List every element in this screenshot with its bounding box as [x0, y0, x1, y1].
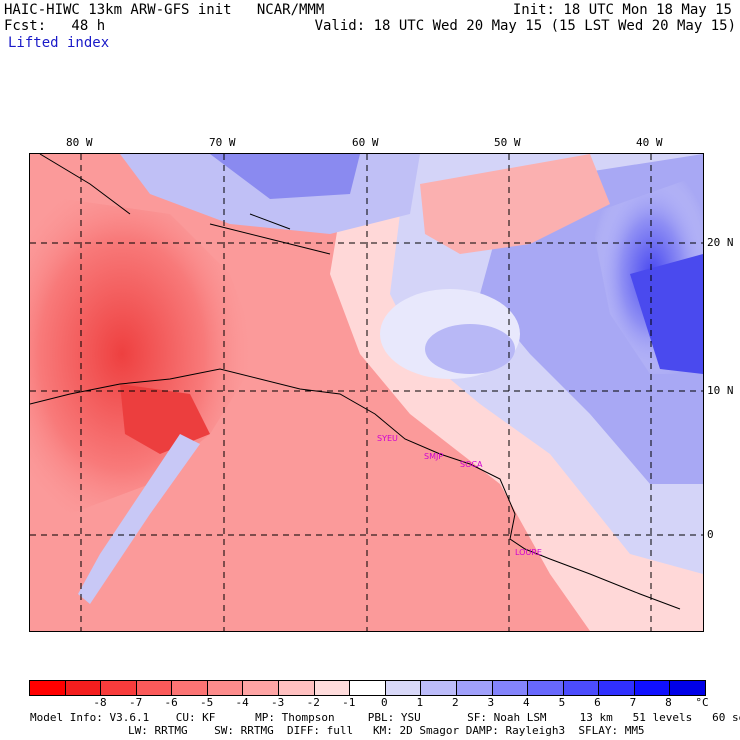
colorbar-cell [172, 681, 208, 695]
model-info-line1: Model Info: V3.6.1 CU: KF MP: Thompson P… [30, 711, 740, 724]
lon-label-40w: 40 W [636, 136, 663, 149]
station-soca: SOCA [460, 460, 483, 469]
northern-cool-core [210, 154, 360, 199]
colorbar-tick-label: 0 [380, 696, 388, 709]
init-time: Init: 18 UTC Mon 18 May 15 [512, 2, 732, 18]
lon-label-80w: 80 W [66, 136, 93, 149]
lon-label-70w: 70 W [209, 136, 236, 149]
colorbar-unit: °C [695, 696, 709, 709]
colorbar-tick-label: -7 [128, 696, 143, 709]
colorbar-tick-label: 8 [665, 696, 672, 709]
lat-label-10n: 10 N [707, 384, 734, 397]
colorbar-tick-label: 2 [452, 696, 459, 709]
station-loure: LOURE [515, 548, 542, 557]
andes-cool-valley [78, 434, 200, 604]
lat-label-20n: 20 N [707, 236, 734, 249]
northeast-warm-patch [420, 154, 610, 254]
colorbar-cell [350, 681, 386, 695]
colorbar-tick-label: 5 [558, 696, 566, 709]
colorbar-tick-label: 7 [629, 696, 637, 709]
model-info-line2: LW: RRTMG SW: RRTMG DIFF: full KM: 2D Sm… [128, 724, 645, 737]
colorbar-tick-label: -1 [342, 696, 356, 709]
colorbar-cell [492, 681, 529, 695]
colorbar-cell [563, 681, 600, 695]
colorbar-cell [314, 681, 351, 695]
colorbar-tick-label: -8 [93, 696, 107, 709]
colorbar-cell [207, 681, 244, 695]
lat-lon-grid [30, 154, 703, 631]
lifted-index-map: SYEU SMJP SOCA LOURE [29, 153, 704, 632]
island-outlines [39, 154, 331, 255]
colorbar-cell [243, 681, 280, 695]
colorbar-cell [385, 681, 422, 695]
colorbar-cell [634, 681, 671, 695]
colorbar-cell [101, 681, 137, 695]
lat-label-0: 0 [707, 528, 714, 541]
station-smjp: SMJP [424, 452, 444, 461]
colorbar [29, 680, 706, 696]
cool-core-deep [630, 254, 703, 374]
colorbar-cell [670, 681, 705, 695]
valid-time: Valid: 18 UTC Wed 20 May 15 (15 LST Wed … [314, 18, 736, 34]
colorbar-tick-label: 3 [487, 696, 495, 709]
colorbar-tick-label: -3 [271, 696, 285, 709]
lon-label-50w: 50 W [494, 136, 521, 149]
colorbar-tick-label: -2 [306, 696, 320, 709]
colorbar-tick-label: -6 [164, 696, 178, 709]
map-canvas [30, 154, 703, 631]
colorbar-cell [65, 681, 102, 695]
colorbar-tick-label: 4 [523, 696, 530, 709]
lon-label-60w: 60 W [352, 136, 379, 149]
colorbar-cell [456, 681, 493, 695]
swirl-inner [425, 324, 515, 374]
colorbar-tick-label: -4 [235, 696, 249, 709]
colorbar-cell [279, 681, 315, 695]
colorbar-cell [599, 681, 635, 695]
model-title: HAIC-HIWC 13km ARW-GFS init NCAR/MMM [4, 2, 325, 18]
colorbar-tick-label: 6 [594, 696, 601, 709]
colorbar-tick-label: 1 [416, 696, 424, 709]
coastline [30, 368, 681, 610]
station-syeu: SYEU [377, 434, 398, 443]
colorbar-cell [421, 681, 457, 695]
colorbar-cell [528, 681, 564, 695]
forecast-hour: Fcst: 48 h [4, 18, 106, 34]
colorbar-cell [136, 681, 173, 695]
colorbar-cell [30, 681, 66, 695]
field-name: Lifted index [8, 35, 110, 51]
warmest-patch [120, 384, 210, 454]
colorbar-tick-label: -5 [200, 696, 214, 709]
